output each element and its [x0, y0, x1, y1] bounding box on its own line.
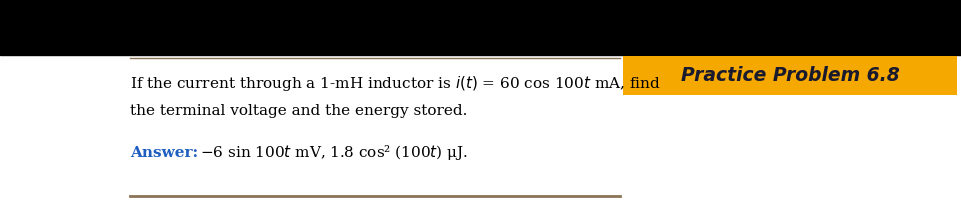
Text: Practice Problem 6.8: Practice Problem 6.8 [680, 66, 899, 85]
Text: −6 sin 100$t$ mV, 1.8 cos² (100$t$) μJ.: −6 sin 100$t$ mV, 1.8 cos² (100$t$) μJ. [200, 143, 468, 163]
Text: Answer:: Answer: [130, 146, 198, 160]
Text: If the current through a 1-mH inductor is $i(t)$ = 60 cos 100$t$ mA, find: If the current through a 1-mH inductor i… [130, 74, 660, 93]
Text: the terminal voltage and the energy stored.: the terminal voltage and the energy stor… [130, 104, 467, 118]
